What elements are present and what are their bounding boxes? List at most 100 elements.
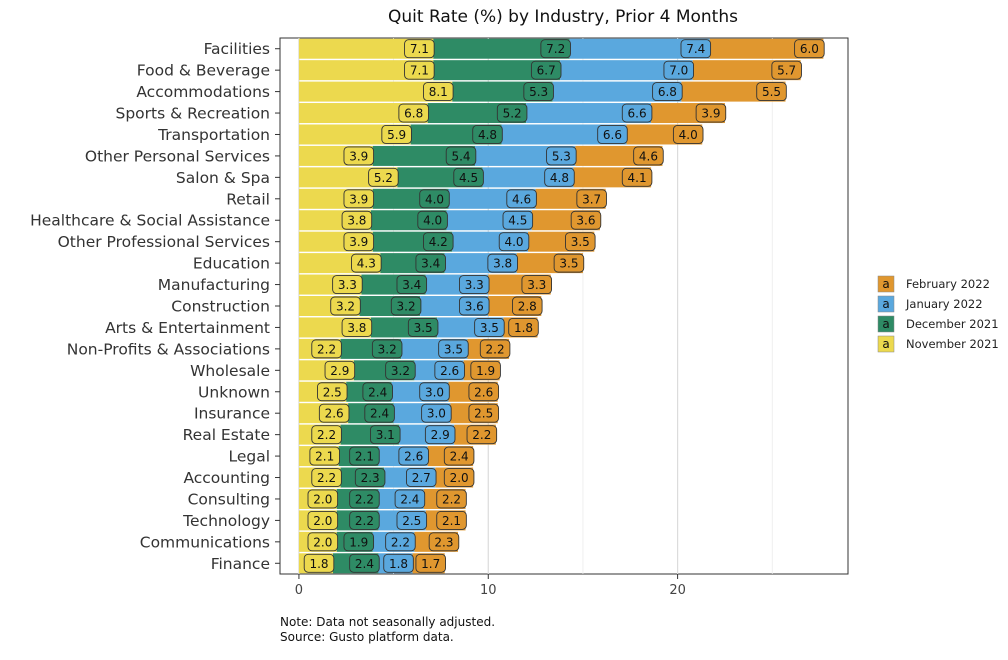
value-label-box [621,167,653,187]
value-label-box [540,39,571,59]
footer-note: Note: Data not seasonally adjusted. [280,615,496,629]
value-label-box [771,60,802,80]
y-tick-label: Legal [228,448,270,466]
value-label-box [468,403,499,423]
value-label-feb: 2.2 [486,342,505,356]
value-label-feb: 5.5 [762,85,781,99]
value-label-box [341,210,373,230]
value-label-dec: 2.4 [368,385,387,399]
value-label-box [417,210,448,230]
value-label-dec: 2.4 [370,407,389,421]
legend-swatch [877,335,895,353]
y-tick-label: Technology [182,512,270,530]
value-label-nov: 4.3 [357,257,376,271]
value-label-box [324,360,356,380]
value-label-feb: 6.0 [800,42,819,56]
value-label-box [371,339,403,359]
footer-source: Source: Gusto platform data. [280,630,454,644]
value-label-nov: 2.2 [317,428,336,442]
y-tick-label: Other Professional Services [58,233,270,251]
value-label-feb: 2.3 [434,535,453,549]
value-label-feb: 2.5 [474,407,493,421]
value-label-box [330,296,361,316]
value-label-box [502,210,534,230]
y-tick-label: Non-Profits & Associations [67,340,270,358]
value-label-box [512,296,543,316]
value-label-box [370,425,401,445]
y-tick-label: Wholesale [190,362,270,380]
value-label-box [544,167,575,187]
value-label-nov: 5.9 [387,128,406,142]
value-label-box [508,317,539,337]
value-label-dec: 4.0 [425,192,444,206]
value-label-box [459,275,490,295]
value-label-nov: 2.6 [325,407,344,421]
value-label-feb: 3.5 [571,235,590,249]
value-label-box [434,360,465,380]
value-label-jan: 6.6 [628,107,647,121]
legend-swatch [877,315,895,333]
legend-symbol: a [882,297,889,311]
value-label-feb: 2.8 [518,300,537,314]
value-label-dec: 2.2 [355,514,374,528]
value-label-dec: 5.4 [451,149,470,163]
value-label-nov: 2.2 [317,342,336,356]
y-tick-label: Retail [226,190,270,208]
value-label-nov: 5.2 [374,171,393,185]
value-label-box [364,403,395,423]
value-label-box [311,468,342,487]
value-label-box [487,253,518,273]
value-label-jan: 4.8 [550,171,569,185]
value-label-box [468,382,499,402]
bar-nov [298,60,434,81]
y-tick-label: Manufacturing [158,276,270,294]
value-label-box [436,489,467,509]
value-label-nov: 7.1 [410,64,429,78]
y-tick-label: Healthcare & Social Assistance [30,212,270,230]
y-tick-label: Finance [211,555,270,573]
value-label-box [565,232,596,252]
value-label-jan: 3.3 [465,278,484,292]
legend-symbol: a [882,337,889,351]
y-tick-label: Salon & Spa [176,169,270,187]
value-label-box [419,189,450,209]
y-tick-label: Arts & Entertainment [105,319,270,337]
bar-dec [433,60,561,81]
value-label-nov: 3.9 [349,192,368,206]
value-label-box [406,468,437,487]
value-label-box [419,382,450,402]
bar-nov [298,81,453,102]
bar-jan [552,81,682,102]
value-label-box [546,146,577,166]
chart-title: Quit Rate (%) by Industry, Prior 4 Month… [388,7,738,27]
value-label-box [341,317,373,337]
legend-label: February 2022 [906,277,990,291]
value-label-box [453,167,484,187]
value-label-dec: 3.2 [397,300,416,314]
value-label-dec: 2.4 [355,557,374,571]
value-label-box [459,296,490,316]
y-tick-label: Facilities [204,40,270,58]
value-label-dec: 4.5 [459,171,478,185]
value-label-box [404,60,435,80]
value-label-box [438,339,469,359]
value-label-feb: 1.9 [476,364,495,378]
value-label-jan: 4.6 [512,192,531,206]
value-label-nov: 3.3 [338,278,357,292]
value-label-box [343,232,375,252]
value-label-dec: 5.3 [529,85,548,99]
value-label-jan: 7.0 [669,64,688,78]
value-label-box [680,39,712,59]
value-label-box [311,339,342,359]
y-tick-label: Consulting [188,490,270,508]
legend-label: December 2021 [906,317,999,331]
value-label-box [470,360,501,380]
value-label-feb: 3.6 [576,214,595,228]
x-tick-label: 20 [669,583,686,598]
legend-symbol: a [882,277,889,291]
value-label-box [443,468,475,487]
y-tick-label: Communications [140,533,270,551]
value-label-box [349,446,380,466]
legend-symbol: a [882,317,889,331]
value-label-feb: 2.0 [450,471,469,485]
